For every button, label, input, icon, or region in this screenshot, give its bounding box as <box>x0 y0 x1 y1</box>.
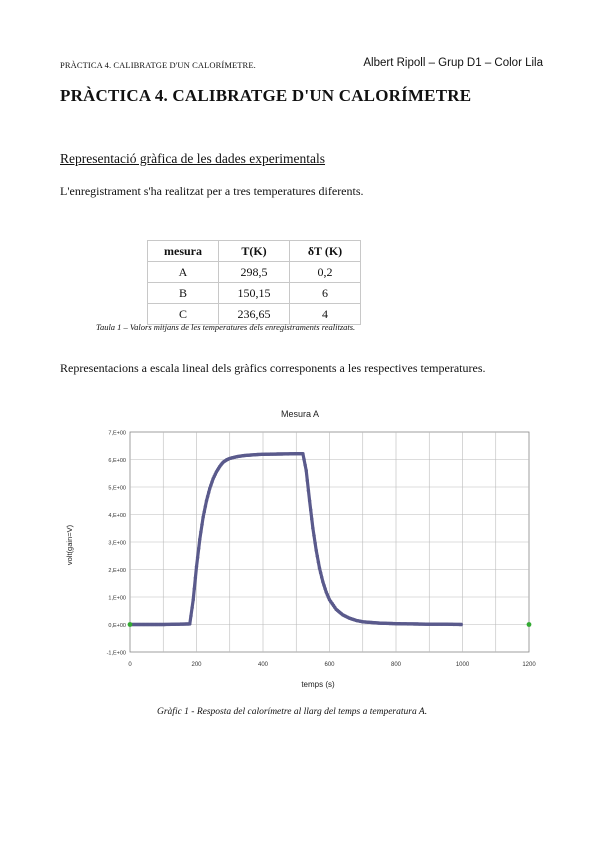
series-marker <box>198 537 202 541</box>
table-row: C 236,65 4 <box>147 303 361 325</box>
series-marker <box>320 575 324 579</box>
x-tick-label: 1000 <box>456 662 470 668</box>
y-tick-label: 0,E+00 <box>108 623 126 629</box>
y-tick-label: 4,E+00 <box>108 513 126 519</box>
series-marker <box>208 486 212 491</box>
series-marker <box>459 622 463 627</box>
y-tick-label: 5,E+00 <box>108 486 126 492</box>
series-marker <box>189 614 193 618</box>
table-cell: 4 <box>289 303 361 325</box>
section-title: Representació gràfica de les dades exper… <box>60 151 326 166</box>
running-header-right: Albert Ripoll – Grup D1 – Color Lila <box>363 57 543 69</box>
series-marker <box>318 571 323 575</box>
series-marker <box>323 587 327 591</box>
series-marker <box>310 517 314 521</box>
table-cell: 236,65 <box>218 303 290 325</box>
series-marker <box>303 463 307 467</box>
y-tick-label: 6,E+00 <box>108 458 126 464</box>
table-cell: A <box>147 261 219 283</box>
series-marker <box>313 541 317 545</box>
y-tick-label: -1,E+00 <box>107 651 126 657</box>
series-marker <box>312 533 316 538</box>
series-marker <box>188 622 192 626</box>
x-tick-label: 0 <box>128 662 132 668</box>
series-marker <box>309 508 313 512</box>
series-marker <box>322 583 326 587</box>
chart-y-axis-label: volt(gain=V) <box>65 524 74 565</box>
series-marker <box>207 490 211 495</box>
figure-caption: Gràfic 1 - Resposta del calorímetre al l… <box>157 707 428 717</box>
series-marker <box>326 595 331 599</box>
document-title: PRÀCTICA 4. CALIBRATGE D'UN CALORÍMETRE <box>60 86 472 105</box>
series-marker <box>197 546 201 551</box>
table-cell: 6 <box>289 282 361 304</box>
measurements-table: mesura T(K) δT (K) A 298,5 0,2 B 150,15 … <box>147 240 361 325</box>
series-marker <box>302 457 306 461</box>
x-tick-label: 1200 <box>522 662 536 668</box>
series-marker <box>307 499 312 503</box>
y-tick-label: 1,E+00 <box>108 596 126 602</box>
series-marker <box>314 548 318 552</box>
series-marker <box>325 592 329 597</box>
series-marker <box>193 576 198 580</box>
reference-point <box>526 622 532 627</box>
series-marker <box>321 580 325 584</box>
running-header-left: PRÀCTICA 4. CALIBRATGE D'UN CALORÍMETRE. <box>60 60 256 70</box>
table-header-cell: T(K) <box>218 240 290 262</box>
series-marker <box>200 522 204 527</box>
x-tick-label: 800 <box>391 662 402 668</box>
y-tick-label: 7,E+00 <box>108 431 126 437</box>
series-marker <box>194 565 199 569</box>
table-header-cell: δT (K) <box>289 240 361 262</box>
x-tick-label: 200 <box>191 662 202 668</box>
series-marker <box>305 478 309 483</box>
series-marker <box>311 526 315 530</box>
charts-intro-paragraph: Representacions a escala lineal dels grà… <box>60 361 486 375</box>
series-marker <box>205 494 210 499</box>
series-marker <box>202 510 206 514</box>
series-marker <box>190 606 194 610</box>
measurement-a-chart: Mesura A volt(gain=V) temps (s) -1,E+000… <box>65 409 536 689</box>
series-marker <box>192 587 196 591</box>
chart-title: Mesura A <box>281 409 319 419</box>
table-caption: Taula 1 – Valors mitjans de les temperat… <box>96 322 356 332</box>
series-marker <box>201 515 205 519</box>
table-header-cell: mesura <box>147 240 219 262</box>
series-marker <box>203 504 208 508</box>
series-marker <box>199 530 203 534</box>
table-cell: C <box>147 303 219 325</box>
series-marker <box>317 566 322 570</box>
series-marker <box>306 489 311 493</box>
table-header-row: mesura T(K) δT (K) <box>147 240 361 262</box>
x-tick-label: 400 <box>258 662 269 668</box>
series-marker <box>191 598 195 602</box>
series-marker <box>204 499 209 503</box>
series-marker <box>315 554 319 558</box>
series-marker <box>304 468 308 473</box>
intro-paragraph: L'enregistrament s'ha realitzat per a tr… <box>60 184 364 198</box>
reference-point <box>127 622 133 627</box>
table-cell: 0,2 <box>289 261 361 283</box>
table-row: B 150,15 6 <box>147 282 361 304</box>
x-tick-label: 600 <box>324 662 335 668</box>
table-row: A 298,5 0,2 <box>147 261 361 283</box>
table-cell: 298,5 <box>218 261 290 283</box>
y-tick-label: 3,E+00 <box>108 541 126 547</box>
series-marker <box>195 555 200 560</box>
table-cell: B <box>147 282 219 304</box>
chart-x-axis-label: temps (s) <box>301 680 335 689</box>
series-marker <box>209 483 213 487</box>
table-cell: 150,15 <box>218 282 290 304</box>
y-tick-label: 2,E+00 <box>108 568 126 574</box>
series-marker <box>210 480 214 484</box>
series-marker <box>316 560 321 564</box>
series-marker <box>301 452 305 456</box>
